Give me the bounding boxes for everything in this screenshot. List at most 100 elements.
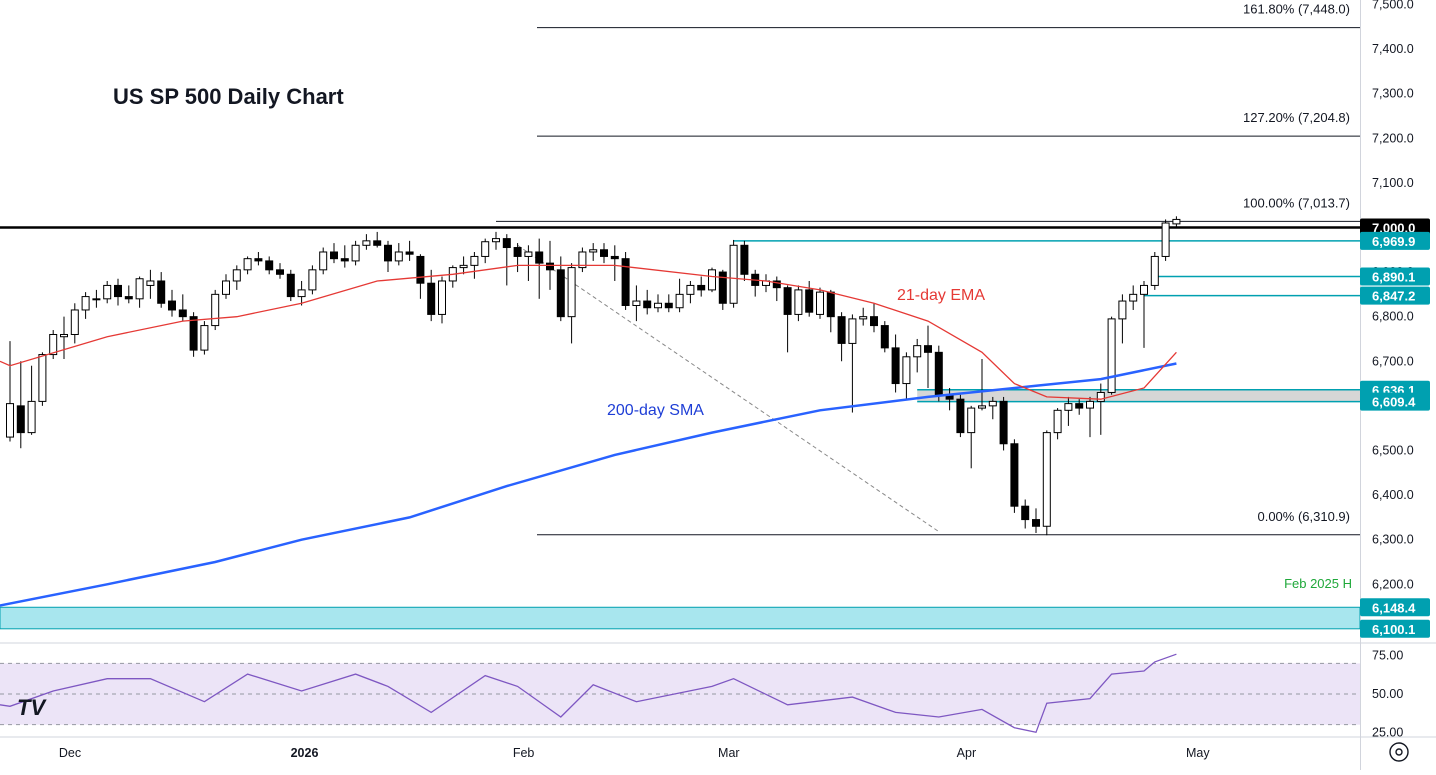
candle xyxy=(1042,430,1051,536)
candle xyxy=(1140,280,1148,348)
candle xyxy=(124,285,133,304)
candle-body xyxy=(535,251,544,264)
candle-body xyxy=(967,407,976,434)
candle xyxy=(513,243,522,273)
candle xyxy=(988,396,997,420)
candle xyxy=(740,240,749,281)
candle xyxy=(60,316,68,360)
candle xyxy=(697,276,706,297)
candle-body xyxy=(405,251,414,255)
candle xyxy=(481,238,490,264)
candle-body xyxy=(157,280,166,304)
candle-body xyxy=(686,284,695,295)
candle-body xyxy=(578,251,587,269)
candle-body xyxy=(859,316,868,320)
candle xyxy=(1032,508,1040,533)
x-tick-label: Dec xyxy=(59,746,81,760)
price-badge xyxy=(1360,267,1430,286)
candle-body xyxy=(362,240,371,246)
candle xyxy=(297,280,306,306)
candle-body xyxy=(384,244,392,262)
candle-body xyxy=(988,400,997,407)
rsi-line xyxy=(0,653,1177,734)
y-tick-label: 7,200.0 xyxy=(1372,131,1414,145)
candle xyxy=(286,269,295,302)
candle-body xyxy=(438,280,446,315)
candle-body xyxy=(891,347,900,385)
candle xyxy=(1150,251,1159,290)
price-badge xyxy=(1360,598,1430,617)
candle xyxy=(654,294,662,313)
moving-averages-layer xyxy=(0,264,1177,608)
fib-label: 100.00% (7,013.7) xyxy=(1243,195,1350,210)
candle xyxy=(729,239,738,308)
candle-body xyxy=(999,400,1008,445)
candle xyxy=(243,256,252,275)
candle-body xyxy=(1107,318,1116,393)
candle-body xyxy=(502,238,511,249)
candle xyxy=(178,294,187,322)
fib-label: 127.20% (7,204.8) xyxy=(1243,110,1350,125)
candle-body xyxy=(1042,432,1051,527)
candle-body xyxy=(459,264,468,269)
candle xyxy=(567,263,576,344)
candle xyxy=(502,234,511,286)
x-tick-label: Mar xyxy=(718,746,740,760)
rsi-tick-label: 75.00 xyxy=(1372,649,1403,663)
candle xyxy=(999,396,1008,451)
candle-body xyxy=(1161,222,1170,257)
candle xyxy=(848,314,857,413)
rsi-tick-label: 25.00 xyxy=(1372,725,1403,739)
candle xyxy=(81,292,90,319)
candle-body xyxy=(16,405,25,434)
candle-body xyxy=(222,280,230,295)
candle-body xyxy=(124,296,133,300)
candle xyxy=(200,321,209,355)
chart-settings-button[interactable] xyxy=(1389,742,1409,762)
candle-body xyxy=(211,293,220,327)
candle-body xyxy=(1096,391,1105,402)
candle-body xyxy=(654,302,662,309)
candle xyxy=(308,265,317,295)
candle-body xyxy=(49,333,58,356)
x-tick-label: Apr xyxy=(957,746,976,760)
candle-body xyxy=(978,405,986,409)
gear-icon xyxy=(1395,748,1403,756)
candle-body xyxy=(243,258,252,271)
lines-layer: 161.80% (7,448.0) 127.20% (7,204.8) 100.00… xyxy=(0,2,1360,536)
candle-body xyxy=(232,269,241,282)
y-tick-label: 7,300.0 xyxy=(1372,87,1414,101)
candle xyxy=(837,312,846,362)
candle xyxy=(805,280,814,317)
candle xyxy=(70,303,79,344)
candle xyxy=(1107,316,1116,395)
candle-body xyxy=(675,293,684,309)
candle-body xyxy=(265,260,274,271)
candle-body xyxy=(816,291,824,315)
candle xyxy=(211,289,220,331)
candle xyxy=(1086,396,1094,438)
candle-body xyxy=(470,255,479,266)
candle-body xyxy=(1021,505,1030,521)
feb-2025-high-zone xyxy=(0,606,1361,630)
candle xyxy=(276,263,284,279)
candle-body xyxy=(664,302,673,309)
candle-body xyxy=(729,244,738,304)
candle xyxy=(924,325,932,389)
candle xyxy=(16,361,25,449)
candle-body xyxy=(319,251,328,271)
candle xyxy=(589,243,598,261)
candle xyxy=(1096,383,1105,435)
candle-body xyxy=(1140,284,1148,295)
price-badge xyxy=(1360,231,1430,250)
candle xyxy=(783,285,792,353)
candle xyxy=(902,352,911,400)
ema-label: 21-day EMA xyxy=(897,287,985,304)
candle xyxy=(340,245,349,268)
candle xyxy=(1010,439,1019,513)
candle xyxy=(384,240,392,273)
ema-21-line xyxy=(0,264,1177,400)
